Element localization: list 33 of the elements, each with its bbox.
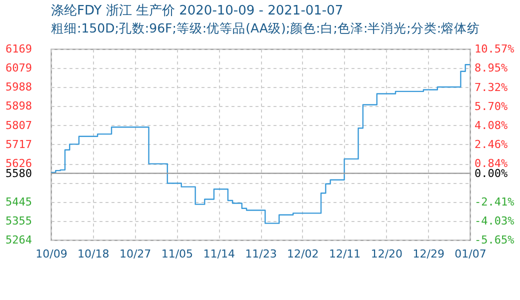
chart-title: 涤纶FDY 浙江 生产价 2020-10-09 - 2021-01-07 (51, 4, 344, 18)
chart-subtitle: 粗细:150D;孔数:96F;等级:优等品(AA级);颜色:白;色泽:半消光;分类:熔体纺 (51, 20, 480, 36)
x-tick-label: 11/14 (203, 248, 235, 260)
y2-tick-label: 2.46% (474, 138, 508, 151)
y2-tick-label: 5.70% (474, 100, 508, 113)
x-tick-label: 10/18 (78, 248, 110, 260)
y-tick-label: 5807 (6, 118, 32, 132)
y2-tick-label: 8.95% (474, 62, 508, 75)
y-tick-label: 6169 (6, 42, 32, 56)
y-tick-label: 5445 (6, 195, 32, 208)
y2-tick-label: 7.32% (474, 80, 508, 94)
x-tick-label: 10/27 (119, 248, 152, 260)
x-tick-label: 10/09 (36, 248, 68, 260)
y-tick-label: 5580 (6, 166, 32, 180)
x-tick-label: 12/20 (370, 248, 403, 260)
y2-tick-label: 10.57% (474, 42, 515, 56)
y-tick-label: 5355 (6, 214, 32, 228)
y2-tick-label: 0.00% (474, 166, 508, 180)
x-tick-label: 12/29 (412, 248, 444, 260)
y2-tick-label: 4.08% (474, 118, 508, 132)
y-tick-label: 5717 (6, 138, 32, 151)
y-tick-label: 5898 (6, 100, 32, 113)
x-tick-label: 11/05 (161, 248, 194, 260)
y-tick-label: 6079 (6, 61, 32, 74)
y-tick-label: 5988 (6, 80, 32, 94)
x-tick-label: 12/11 (328, 248, 361, 260)
x-tick-label: 01/07 (454, 248, 486, 260)
x-tick-label: 11/23 (245, 248, 277, 260)
x-tick-label: 12/02 (287, 248, 319, 260)
y2-tick-label: -5.65% (474, 234, 515, 246)
y2-tick-label: -4.03% (474, 214, 515, 228)
y2-tick-label: -2.41% (474, 195, 515, 208)
y-tick-label: 5264 (6, 234, 32, 246)
